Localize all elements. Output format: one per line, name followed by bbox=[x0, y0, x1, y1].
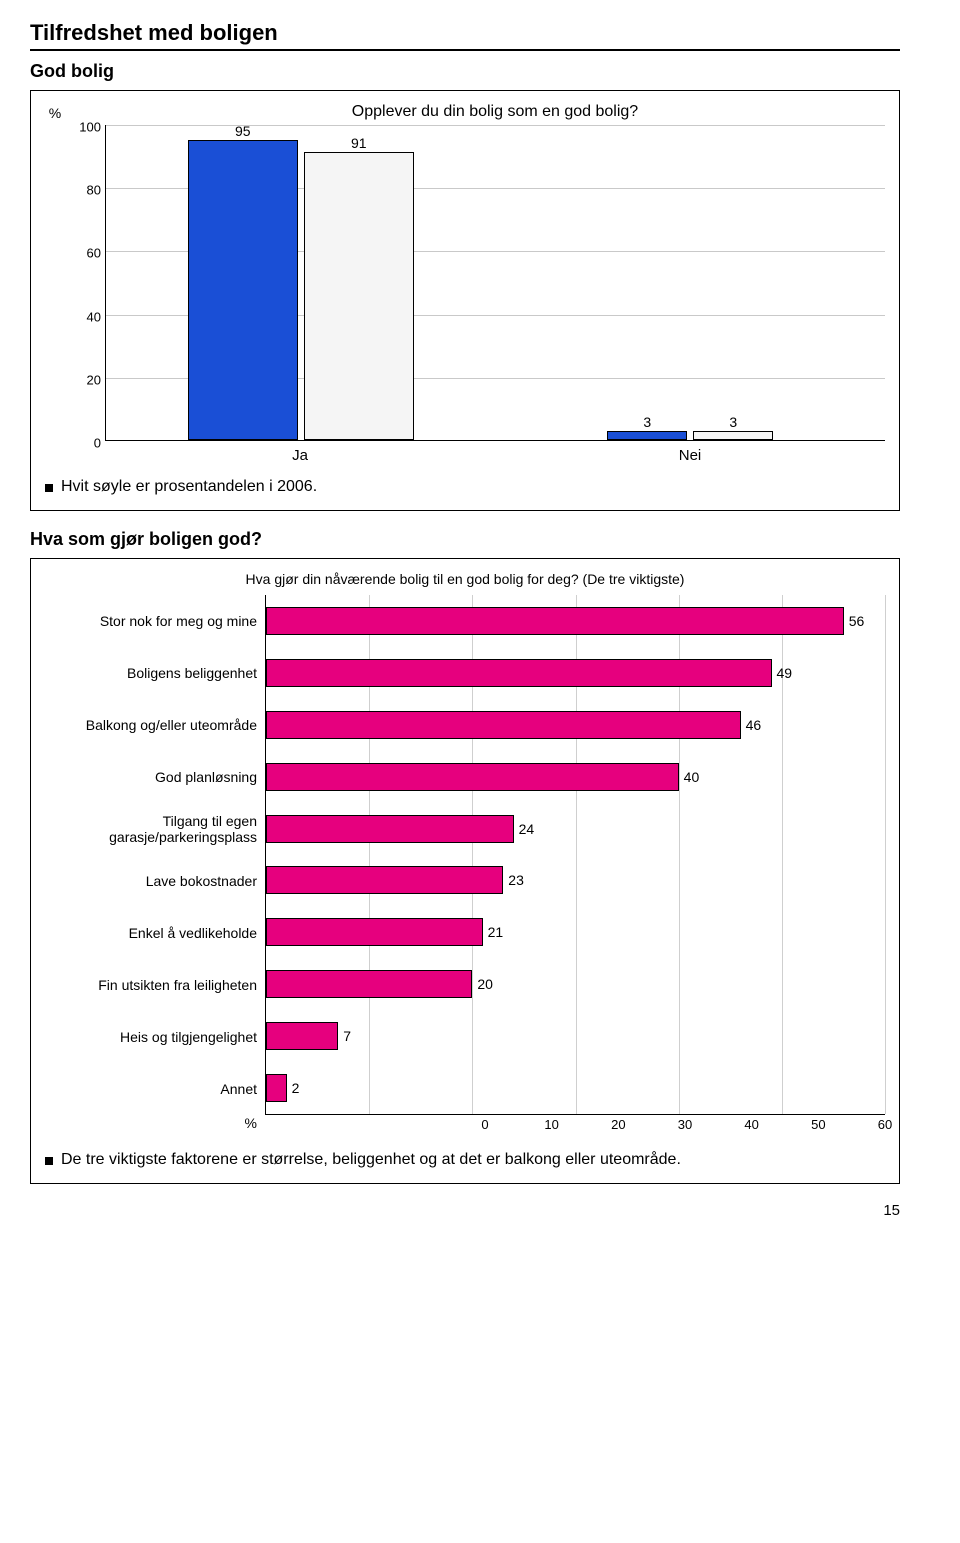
chart2-x-symbol: % bbox=[45, 1115, 265, 1137]
chart1-bar-value: 3 bbox=[608, 414, 686, 430]
chart1-bar-value: 3 bbox=[694, 414, 772, 430]
chart2-bar-value: 24 bbox=[513, 821, 535, 837]
chart2-bar-value: 21 bbox=[482, 924, 504, 940]
chart2-bar-slot: 20 bbox=[266, 958, 885, 1010]
chart1-y-symbol: % bbox=[45, 103, 65, 443]
chart2-label: Boligens beliggenhet bbox=[45, 647, 265, 699]
chart2-x-tick: 50 bbox=[811, 1117, 825, 1132]
chart1-bar: 91 bbox=[304, 152, 414, 440]
chart2-bar-slot: 49 bbox=[266, 647, 885, 699]
chart2-label: Lave bokostnader bbox=[45, 855, 265, 907]
subsection-title-1: God bolig bbox=[30, 61, 930, 82]
chart2-bar-value: 7 bbox=[337, 1028, 351, 1044]
chart2-bar-value: 20 bbox=[471, 976, 493, 992]
bullet-icon bbox=[45, 1157, 53, 1165]
chart2-label: Balkong og/eller uteområde bbox=[45, 699, 265, 751]
chart1-y-tick: 0 bbox=[94, 436, 101, 451]
chart2-bar-value: 2 bbox=[286, 1080, 300, 1096]
chart2-bar: 49 bbox=[266, 659, 772, 687]
chart1-bar: 95 bbox=[188, 140, 298, 440]
chart2-bar-value: 46 bbox=[740, 717, 762, 733]
section-title: Tilfredshet med boligen bbox=[30, 20, 900, 51]
chart2-bar: 21 bbox=[266, 918, 483, 946]
chart1-plot: 959133 bbox=[105, 125, 885, 441]
chart2-gridline bbox=[885, 595, 886, 1114]
chart2-bar-slot: 7 bbox=[266, 1010, 885, 1062]
chart1-title: Opplever du din bolig som en god bolig? bbox=[105, 103, 885, 121]
chart2-note-text: De tre viktigste faktorene er størrelse,… bbox=[61, 1151, 681, 1169]
chart2-bar-slot: 40 bbox=[266, 751, 885, 803]
chart2-bar-value: 49 bbox=[771, 665, 793, 681]
chart2-label: Stor nok for meg og mine bbox=[45, 595, 265, 647]
chart1-x-label: Ja bbox=[105, 443, 495, 464]
chart1-bar: 3 bbox=[693, 431, 773, 440]
chart1-y-tick: 100 bbox=[79, 120, 101, 135]
chart2-label: Annet bbox=[45, 1063, 265, 1115]
chart2-note: De tre viktigste faktorene er størrelse,… bbox=[45, 1151, 885, 1169]
chart2-bar: 20 bbox=[266, 970, 472, 998]
chart2-x-tick: 20 bbox=[611, 1117, 625, 1132]
chart2-label: Fin utsikten fra leiligheten bbox=[45, 959, 265, 1011]
chart2-bar: 24 bbox=[266, 815, 514, 843]
chart1-note-text: Hvit søyle er prosentandelen i 2006. bbox=[61, 478, 317, 496]
chart2-frame: Hva gjør din nåværende bolig til en god … bbox=[30, 558, 900, 1184]
bullet-icon bbox=[45, 484, 53, 492]
chart1-note: Hvit søyle er prosentandelen i 2006. bbox=[45, 478, 885, 496]
chart1-y-tick: 20 bbox=[87, 372, 101, 387]
chart2-bar-value: 40 bbox=[678, 769, 700, 785]
chart2-label: Enkel å vedlikeholde bbox=[45, 907, 265, 959]
chart2-bar: 40 bbox=[266, 763, 679, 791]
chart2-bar: 56 bbox=[266, 607, 844, 635]
chart1-x-labels: JaNei bbox=[105, 443, 885, 464]
chart2-bar-slot: 46 bbox=[266, 699, 885, 751]
chart2-x-tick: 30 bbox=[678, 1117, 692, 1132]
chart2-bar-slot: 2 bbox=[266, 1062, 885, 1114]
chart1-bar: 3 bbox=[607, 431, 687, 440]
chart2-bar-slot: 21 bbox=[266, 906, 885, 958]
chart1-x-label: Nei bbox=[495, 443, 885, 464]
chart2-bar: 2 bbox=[266, 1074, 287, 1102]
chart2-title: Hva gjør din nåværende bolig til en god … bbox=[45, 571, 885, 587]
chart2-x-axis: 0102030405060 bbox=[485, 1115, 885, 1137]
chart1-bar-value: 91 bbox=[305, 135, 413, 151]
chart2-bar-slot: 24 bbox=[266, 803, 885, 855]
chart2-plot: 56 49 46 40 24 23 21 20 7 2 bbox=[265, 595, 885, 1115]
chart2-x-tick: 60 bbox=[878, 1117, 892, 1132]
chart1-bar-value: 95 bbox=[189, 123, 297, 139]
chart2-label: God planløsning bbox=[45, 751, 265, 803]
chart2-bar-value: 23 bbox=[502, 872, 524, 888]
chart2-bar-value: 56 bbox=[843, 613, 865, 629]
chart2-bar: 7 bbox=[266, 1022, 338, 1050]
chart1-group: 9591 bbox=[106, 125, 496, 440]
chart1-group: 33 bbox=[496, 125, 886, 440]
chart2-bar-slot: 23 bbox=[266, 855, 885, 907]
chart2-bar: 46 bbox=[266, 711, 741, 739]
chart2-x-tick: 0 bbox=[481, 1117, 488, 1132]
chart2-bar: 23 bbox=[266, 866, 503, 894]
chart1-y-tick: 40 bbox=[87, 309, 101, 324]
chart2-label: Heis og tilgjengelighet bbox=[45, 1011, 265, 1063]
chart2-x-tick: 40 bbox=[744, 1117, 758, 1132]
chart1-y-axis: 020406080100 bbox=[65, 103, 105, 443]
chart2-x-tick: 10 bbox=[544, 1117, 558, 1132]
chart2-bar-slot: 56 bbox=[266, 595, 885, 647]
chart2-label: Tilgang til egen garasje/parkeringsplass bbox=[45, 803, 265, 855]
page-number: 15 bbox=[30, 1202, 900, 1219]
chart1-y-tick: 60 bbox=[87, 246, 101, 261]
chart1-frame: % 0 20 40 60 80 100 Opplever du din bolig som… bbox=[30, 90, 900, 511]
subsection-title-2: Hva som gjør boligen god? bbox=[30, 529, 930, 550]
chart1-y-tick: 80 bbox=[87, 183, 101, 198]
chart2-labels: Stor nok for meg og mineBoligens beligge… bbox=[45, 595, 265, 1115]
